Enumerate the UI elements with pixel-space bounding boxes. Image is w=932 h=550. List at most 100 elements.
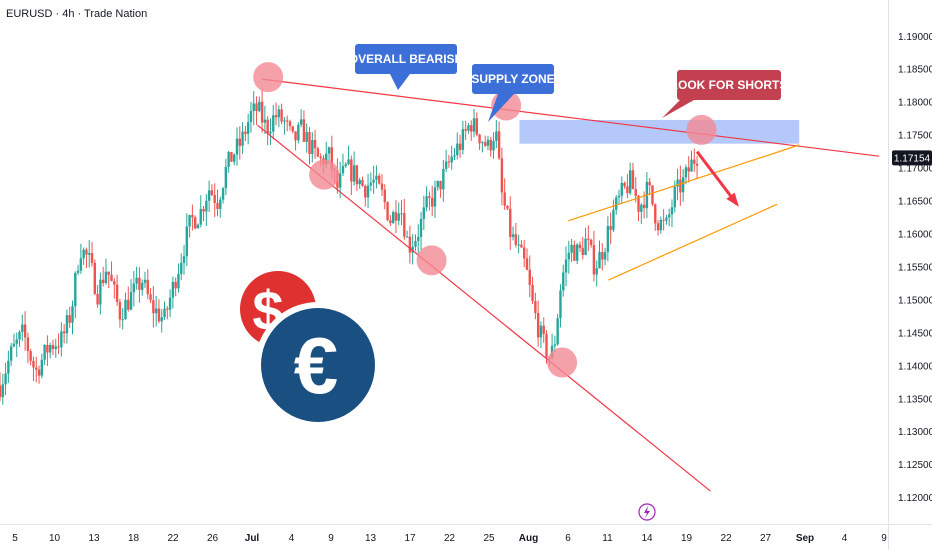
candle (525, 248, 529, 271)
candle (684, 164, 688, 185)
candle (85, 247, 88, 269)
candle (497, 121, 501, 161)
candle (180, 253, 183, 281)
look-for-shorts-callout[interactable]: LOOK FOR SHORTS (662, 70, 787, 118)
candle (417, 224, 420, 254)
candle (592, 230, 596, 282)
price-tick-label: 1.15500 (898, 262, 932, 273)
overall-bearish-label: OVERALL BEARISH (349, 52, 463, 66)
candle (233, 153, 236, 166)
candle (101, 266, 105, 287)
candle (670, 199, 674, 228)
candle (113, 278, 116, 299)
pivot-marker[interactable] (416, 245, 447, 276)
candle (29, 348, 32, 366)
pivot-marker[interactable] (253, 62, 284, 93)
time-tick-label: 25 (483, 533, 495, 544)
candle (464, 120, 467, 140)
candle (595, 260, 598, 287)
channel-lower-line[interactable] (608, 203, 778, 281)
candle (637, 194, 640, 222)
overall-bearish-callout[interactable]: OVERALL BEARISH (349, 44, 463, 90)
look-for-shorts-box (677, 70, 781, 100)
time-tick-label: 9 (881, 533, 887, 544)
candle (238, 126, 241, 160)
candle (344, 162, 347, 168)
candle (35, 356, 38, 383)
candle (559, 284, 562, 328)
candle (62, 324, 66, 344)
lightning-icon[interactable] (638, 503, 656, 521)
candle (425, 186, 428, 212)
pivot-marker[interactable] (309, 159, 340, 190)
candle (277, 105, 281, 128)
candle (389, 215, 392, 227)
candle (135, 266, 138, 290)
candle (127, 286, 130, 312)
time-tick-label: 22 (444, 533, 456, 544)
candle (531, 276, 534, 305)
price-tick-label: 1.16000 (898, 229, 932, 240)
candle (23, 311, 27, 351)
pivot-marker[interactable] (547, 347, 578, 378)
candle (205, 194, 208, 226)
candle (313, 129, 317, 159)
candle (405, 230, 409, 238)
price-tick-label: 1.13000 (898, 427, 932, 438)
candle (149, 288, 152, 304)
candle (631, 162, 635, 190)
candle (305, 123, 308, 153)
candles (0, 88, 699, 405)
candle (609, 212, 612, 245)
candle (43, 344, 46, 366)
candle (617, 189, 621, 205)
candle (235, 127, 239, 166)
candle (146, 269, 149, 300)
candle (174, 277, 177, 297)
candle (79, 243, 83, 274)
candle (60, 322, 63, 357)
candle (489, 136, 492, 157)
candle (562, 264, 565, 297)
candle (509, 196, 512, 250)
candle (378, 173, 381, 185)
candle (414, 234, 417, 252)
candle (9, 342, 13, 367)
last-price-badge: 1.17154 (892, 150, 932, 166)
candle (258, 96, 261, 113)
candle (587, 225, 590, 251)
overall-bearish-pointer (390, 74, 410, 90)
candle (154, 295, 158, 327)
euro-logo: € (255, 302, 381, 428)
overall-bearish-box (355, 44, 457, 74)
candle (681, 169, 685, 202)
look-for-shorts-label: LOOK FOR SHORTS (671, 78, 788, 92)
candle (274, 102, 278, 126)
time-tick-label: Sep (796, 533, 814, 544)
time-tick-label: 22 (167, 533, 179, 544)
price-tick-label: 1.18000 (898, 98, 932, 109)
candle (584, 227, 587, 256)
candle (21, 314, 24, 342)
candle (612, 199, 615, 233)
candle (191, 204, 194, 231)
candle (375, 165, 378, 189)
candle (495, 119, 498, 149)
candle (15, 332, 18, 358)
upper-trendline[interactable] (261, 78, 880, 157)
supply-zone-rect[interactable] (519, 119, 800, 144)
candle (394, 200, 398, 234)
pivot-marker[interactable] (686, 114, 717, 145)
candle (177, 263, 180, 293)
candle (514, 223, 518, 248)
channel-upper-line[interactable] (568, 144, 800, 222)
price-axis: 1.12000 1.12500 1.13000 1.13500 1.14000 1.145… (888, 0, 932, 550)
candle (202, 206, 205, 222)
supply-zone-callout[interactable]: SUPPLY ZONE (471, 64, 555, 122)
candle (166, 306, 169, 320)
candle (138, 267, 141, 303)
candle (492, 132, 495, 159)
bear-arrow-shaft[interactable] (695, 150, 739, 206)
